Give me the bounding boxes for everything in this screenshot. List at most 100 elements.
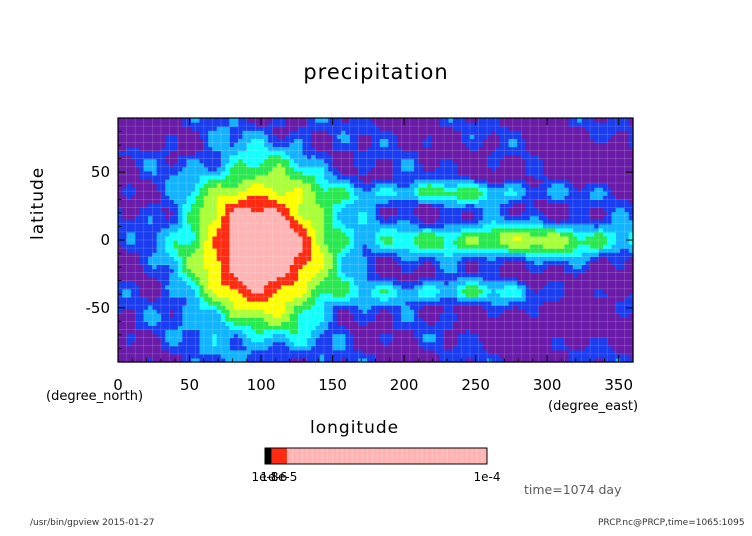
heatmap-cell — [302, 357, 308, 363]
heatmap-cell — [285, 252, 291, 257]
heatmap-cell — [328, 248, 334, 253]
heatmap-cell — [148, 244, 153, 249]
heatmap-cell — [319, 272, 325, 278]
heatmap-cell — [341, 280, 347, 286]
heatmap-cell — [208, 321, 214, 326]
heatmap-cell — [319, 199, 325, 204]
heatmap-cell — [358, 158, 364, 164]
heatmap-cell — [461, 231, 467, 237]
heatmap-cell — [289, 309, 295, 314]
heatmap-cell — [126, 317, 132, 322]
heatmap-cell — [238, 179, 244, 184]
heatmap-cell — [422, 223, 428, 229]
heatmap-cell — [349, 235, 355, 241]
heatmap-cell — [302, 191, 308, 196]
heatmap-cell — [448, 301, 454, 306]
heatmap-cell — [259, 170, 265, 176]
heatmap-cell — [148, 337, 153, 343]
heatmap-cell — [448, 223, 454, 229]
heatmap-cell — [255, 191, 261, 196]
heatmap-cell — [143, 146, 149, 152]
heatmap-cell — [203, 309, 209, 314]
heatmap-cell — [349, 154, 355, 160]
heatmap-cell — [186, 317, 192, 322]
heatmap-cell — [371, 252, 377, 257]
heatmap-cell — [186, 292, 192, 298]
heatmap-cell — [354, 248, 359, 253]
heatmap-cell — [392, 305, 398, 310]
heatmap-cell — [439, 130, 445, 135]
heatmap-cell — [448, 142, 454, 148]
heatmap-cell — [268, 349, 274, 355]
heatmap-cell — [422, 162, 428, 168]
heatmap-cell — [225, 195, 231, 200]
heatmap-cell — [444, 158, 450, 164]
heatmap-cell — [324, 309, 329, 314]
heatmap-cell — [152, 227, 158, 233]
heatmap-cell — [281, 252, 286, 257]
heatmap-cell — [246, 353, 252, 359]
heatmap-cell — [281, 154, 286, 160]
heatmap-cell — [409, 134, 415, 139]
heatmap-cell — [173, 321, 179, 326]
heatmap-cell — [182, 321, 188, 326]
heatmap-cell — [285, 118, 291, 123]
heatmap-cell — [362, 272, 368, 278]
heatmap-cell — [186, 130, 192, 135]
heatmap-cell — [229, 321, 235, 326]
heatmap-cell — [263, 179, 269, 184]
heatmap-cell — [255, 166, 261, 172]
heatmap-cell — [216, 301, 222, 306]
heatmap-cell — [199, 345, 205, 351]
heatmap-cell — [135, 162, 141, 168]
heatmap-cell — [182, 166, 188, 172]
heatmap-cell — [182, 134, 188, 139]
heatmap-cell — [431, 235, 437, 241]
heatmap-cell — [418, 256, 424, 261]
heatmap-cell — [298, 280, 304, 286]
heatmap-cell — [452, 288, 458, 294]
heatmap-cell — [238, 284, 244, 290]
heatmap-cell — [216, 138, 222, 143]
heatmap-cell — [285, 260, 291, 265]
heatmap-cell — [465, 130, 471, 135]
heatmap-cell — [457, 166, 462, 172]
heatmap-cell — [409, 154, 415, 160]
heatmap-cell — [208, 264, 214, 270]
heatmap-cell — [229, 142, 235, 148]
heatmap-cell — [225, 248, 231, 253]
heatmap-cell — [409, 264, 415, 270]
heatmap-cell — [384, 256, 389, 261]
heatmap-cell — [366, 134, 372, 139]
heatmap-cell — [469, 146, 475, 152]
heatmap-cell — [255, 215, 261, 221]
heatmap-cell — [173, 187, 179, 192]
heatmap-cell — [354, 268, 359, 274]
heatmap-cell — [457, 268, 462, 274]
heatmap-cell — [366, 341, 372, 347]
heatmap-cell — [349, 187, 355, 192]
heatmap-cell — [293, 158, 299, 164]
heatmap-cell — [263, 309, 269, 314]
heatmap-cell — [328, 207, 334, 213]
heatmap-cell — [427, 154, 432, 160]
heatmap-cell — [225, 292, 231, 298]
heatmap-cell — [358, 272, 364, 278]
heatmap-cell — [186, 240, 192, 245]
heatmap-cell — [173, 179, 179, 184]
heatmap-cell — [255, 252, 261, 257]
heatmap-cell — [354, 235, 359, 241]
heatmap-cell — [126, 118, 132, 123]
heatmap-cell — [289, 325, 295, 331]
heatmap-cell — [118, 292, 123, 298]
heatmap-cell — [263, 199, 269, 204]
heatmap-cell — [435, 353, 441, 359]
heatmap-cell — [345, 118, 351, 123]
heatmap-cell — [465, 187, 471, 192]
heatmap-cell — [444, 276, 450, 282]
heatmap-cell — [379, 341, 385, 347]
heatmap-cell — [457, 325, 462, 331]
heatmap-cell — [418, 227, 424, 233]
heatmap-cell — [298, 292, 304, 298]
heatmap-cell — [431, 284, 437, 290]
